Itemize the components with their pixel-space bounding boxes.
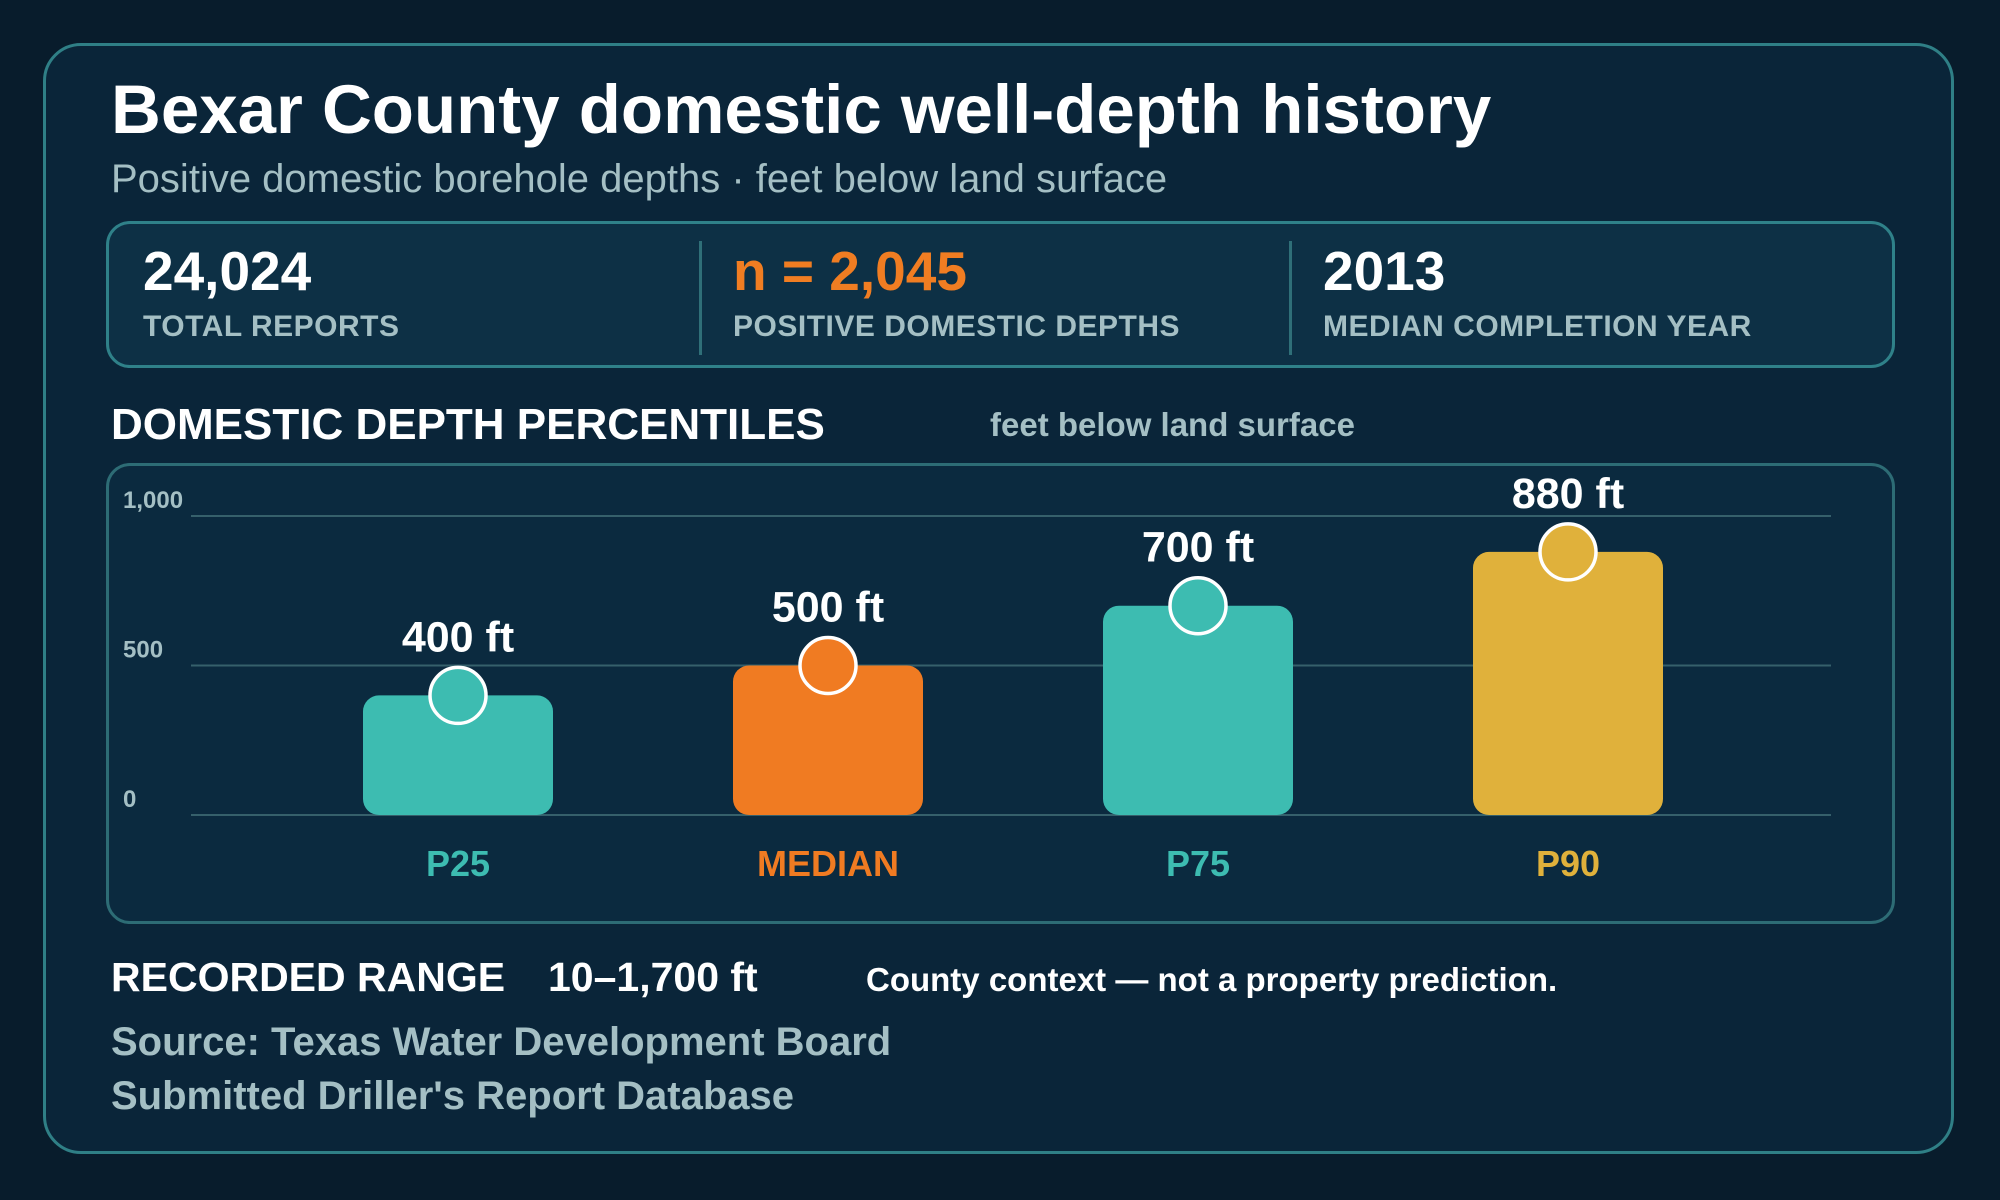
stat-total-reports: 24,024 TOTAL REPORTS — [109, 224, 699, 365]
source-line-1: Source: Texas Water Development Board — [111, 1020, 892, 1064]
recorded-range-label: RECORDED RANGE — [111, 954, 506, 1000]
x-tick-label: P25 — [426, 843, 490, 884]
stat-value: 24,024 — [143, 240, 312, 302]
disclaimer: County context — not a property predicti… — [866, 961, 1558, 998]
bar-marker — [798, 635, 858, 696]
bar-marker — [1538, 522, 1598, 582]
source-line-2: Submitted Driller's Report Database — [111, 1074, 795, 1118]
bar-marker — [428, 665, 488, 726]
chart-section-title: DOMESTIC DEPTH PERCENTILES — [111, 400, 825, 449]
y-tick-label: 500 — [123, 637, 163, 664]
stat-value: n = 2,045 — [733, 240, 967, 302]
recorded-range-value: 10–1,700 ft — [548, 954, 758, 1000]
chart-panel: 0 500 1,000 400 ft P25 500 ft MEDIAN 700 ft P75 8… — [106, 463, 1895, 924]
stat-label: MEDIAN COMPLETION YEAR — [1323, 310, 1752, 343]
page-subtitle: Positive domestic borehole depths · feet… — [111, 157, 1168, 201]
bar-marker — [1168, 575, 1228, 636]
stat-label: POSITIVE DOMESTIC DEPTHS — [733, 310, 1181, 343]
data-label: 880 ft — [1512, 470, 1624, 518]
data-label: 400 ft — [402, 613, 514, 661]
bar — [733, 665, 923, 815]
chart-section-unit: feet below land surface — [990, 406, 1355, 443]
y-tick-label: 1,000 — [123, 487, 183, 514]
stat-median-year: 2013 MEDIAN COMPLETION YEAR — [1289, 224, 1879, 365]
stat-positive-depths: n = 2,045 POSITIVE DOMESTIC DEPTHS — [699, 224, 1289, 365]
stat-divider — [699, 241, 702, 355]
y-tick-label: 0 — [123, 786, 136, 813]
stats-panel: 24,024 TOTAL REPORTS n = 2,045 POSITIVE … — [106, 221, 1895, 368]
stat-value: 2013 — [1323, 240, 1446, 302]
stat-divider — [1289, 241, 1292, 355]
bar — [1473, 551, 1663, 815]
data-label: 700 ft — [1142, 524, 1254, 572]
percentile-bar-chart: 0 500 1,000 400 ft P25 500 ft MEDIAN 700 ft P75 8… — [123, 470, 1831, 884]
bar — [1103, 605, 1293, 815]
x-tick-label: P90 — [1536, 843, 1600, 884]
stat-label: TOTAL REPORTS — [143, 310, 400, 343]
x-tick-label: MEDIAN — [757, 843, 899, 884]
bar — [363, 695, 553, 815]
data-label: 500 ft — [772, 584, 884, 632]
x-tick-label: P75 — [1166, 843, 1230, 884]
page-title: Bexar County domestic well-depth history — [111, 71, 1492, 148]
